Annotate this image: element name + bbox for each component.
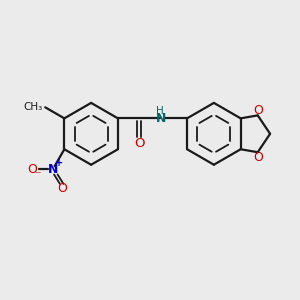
Text: +: + <box>55 158 63 168</box>
Text: O: O <box>253 103 263 117</box>
Text: H: H <box>156 106 164 116</box>
Text: O: O <box>253 151 263 164</box>
Text: N: N <box>155 112 166 125</box>
Text: ⁻: ⁻ <box>34 169 40 182</box>
Text: O: O <box>58 182 68 195</box>
Text: O: O <box>134 136 144 150</box>
Text: CH₃: CH₃ <box>24 102 43 112</box>
Text: O: O <box>27 163 37 176</box>
Text: N: N <box>48 163 58 176</box>
